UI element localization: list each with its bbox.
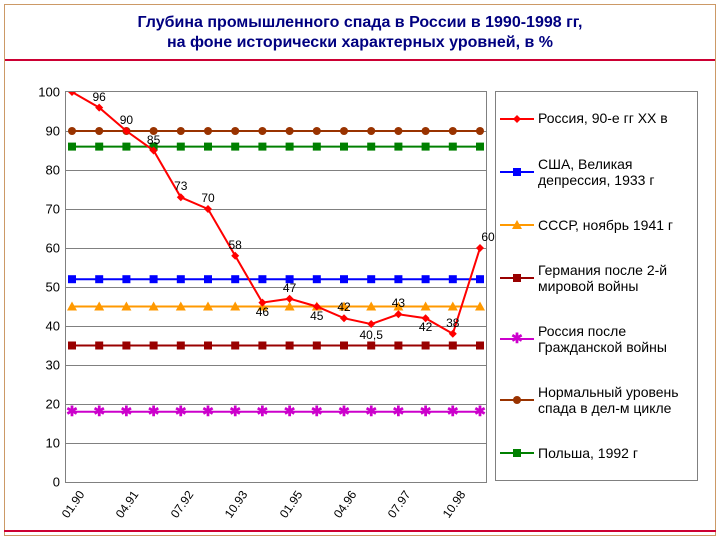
y-axis-label: 10: [30, 436, 60, 451]
legend-label: СССР, ноябрь 1941 г: [538, 217, 673, 233]
data-label: 85: [147, 133, 160, 147]
y-axis-label: 20: [30, 397, 60, 412]
svg-text:✱: ✱: [284, 403, 296, 419]
legend-item: Польша, 1992 г: [500, 445, 693, 461]
data-label: 42: [337, 300, 350, 314]
y-axis-label: 50: [30, 280, 60, 295]
svg-text:✱: ✱: [148, 403, 160, 419]
legend-swatch: [500, 218, 534, 232]
title-line-2: на фоне исторически характерных уровней,…: [167, 34, 553, 51]
data-label: 58: [229, 238, 242, 252]
svg-text:✱: ✱: [420, 403, 432, 419]
data-label: 42: [419, 320, 432, 334]
data-label: 70: [201, 191, 214, 205]
plot-region: 010203040506070809010001.9004.9107.9210.…: [65, 91, 487, 483]
legend-item: США, Великая депрессия, 1933 г: [500, 156, 693, 188]
svg-text:✱: ✱: [365, 403, 377, 419]
bottom-rule: [4, 530, 716, 532]
y-axis-label: 0: [30, 475, 60, 490]
data-label: 46: [256, 305, 269, 319]
chart-title: Глубина промышленного спада в России в 1…: [5, 5, 715, 59]
x-axis-label: 01.90: [59, 488, 88, 521]
y-axis-label: 70: [30, 202, 60, 217]
legend-label: Нормальный уровень спада в дел-м цикле: [538, 384, 693, 416]
chart-area: 010203040506070809010001.9004.9107.9210.…: [23, 91, 703, 531]
legend-item: Германия после 2-й мировой войны: [500, 262, 693, 294]
data-label: 96: [93, 90, 106, 104]
svg-text:✱: ✱: [202, 403, 214, 419]
x-axis-label: 04.91: [113, 488, 142, 521]
legend-item: Россия, 90-е гг XX в: [500, 110, 693, 126]
plot-svg: ✱ ✱ ✱ ✱ ✱ ✱ ✱ ✱ ✱ ✱ ✱ ✱ ✱ ✱ ✱ ✱: [66, 92, 486, 482]
legend-label: Россия, 90-е гг XX в: [538, 110, 668, 126]
card-frame: Глубина промышленного спада в России в 1…: [4, 4, 716, 536]
legend-label: США, Великая депрессия, 1933 г: [538, 156, 693, 188]
x-axis-label: 04.96: [331, 488, 360, 521]
x-axis-label: 10.93: [222, 488, 251, 521]
x-axis-label: 07.97: [385, 488, 414, 521]
data-label: 40,5: [360, 328, 383, 342]
y-axis-label: 80: [30, 163, 60, 178]
data-label: 90: [120, 113, 133, 127]
data-label: 43: [392, 296, 405, 310]
svg-text:✱: ✱: [229, 403, 241, 419]
y-axis-label: 90: [30, 124, 60, 139]
x-axis-label: 01.95: [276, 488, 305, 521]
y-axis-label: 60: [30, 241, 60, 256]
data-label: 73: [174, 179, 187, 193]
legend-swatch: ✱: [500, 332, 534, 346]
x-axis-label: 10.98: [440, 488, 469, 521]
legend-label: Россия после Гражданской войны: [538, 323, 693, 355]
legend: Россия, 90-е гг XX в США, Великая депресс…: [495, 91, 698, 481]
y-axis-label: 100: [30, 85, 60, 100]
data-label: 47: [283, 281, 296, 295]
svg-text:✱: ✱: [93, 403, 105, 419]
data-label: 60: [481, 230, 494, 244]
svg-text:✱: ✱: [447, 403, 459, 419]
legend-swatch: [500, 112, 534, 126]
legend-item: СССР, ноябрь 1941 г: [500, 217, 693, 233]
svg-text:✱: ✱: [338, 403, 350, 419]
legend-label: Польша, 1992 г: [538, 445, 638, 461]
svg-text:✱: ✱: [66, 403, 78, 419]
legend-item: ✱ Россия после Гражданской войны: [500, 323, 693, 355]
x-axis-label: 07.92: [168, 488, 197, 521]
svg-text:✱: ✱: [121, 403, 133, 419]
legend-swatch: [500, 446, 534, 460]
legend-label: Германия после 2-й мировой войны: [538, 262, 693, 294]
svg-text:✱: ✱: [311, 403, 323, 419]
title-line-1: Глубина промышленного спада в России в 1…: [138, 14, 583, 31]
y-axis-label: 40: [30, 319, 60, 334]
legend-swatch: [500, 165, 534, 179]
title-underline: [5, 59, 715, 61]
y-axis-label: 30: [30, 358, 60, 373]
legend-swatch: [500, 271, 534, 285]
svg-text:✱: ✱: [393, 403, 405, 419]
svg-text:✱: ✱: [257, 403, 269, 419]
data-label: 45: [310, 309, 323, 323]
legend-item: Нормальный уровень спада в дел-м цикле: [500, 384, 693, 416]
legend-swatch: [500, 393, 534, 407]
svg-text:✱: ✱: [175, 403, 187, 419]
svg-text:✱: ✱: [474, 403, 486, 419]
svg-text:✱: ✱: [511, 332, 523, 346]
data-label: 38: [446, 316, 459, 330]
